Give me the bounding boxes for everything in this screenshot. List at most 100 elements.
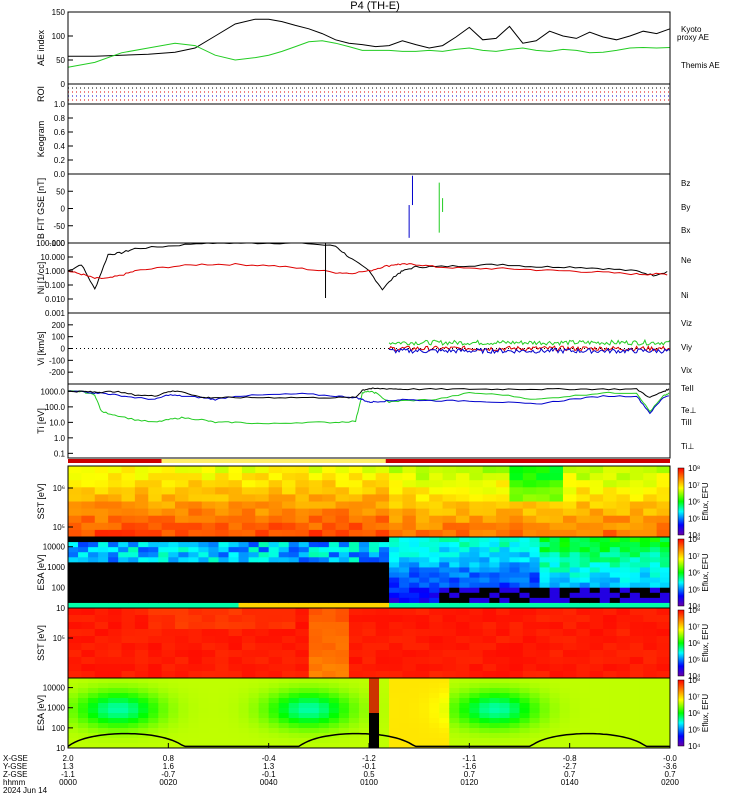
sst_elec-cell <box>268 671 283 679</box>
esa_elec-cell <box>98 698 109 704</box>
esa_elec-cell <box>649 738 661 744</box>
ni-ytick-label: 0.001 <box>45 309 66 318</box>
esa_elec-cell <box>609 708 621 714</box>
esa_ion-cell <box>559 602 571 609</box>
esa_ion-cell <box>409 602 420 609</box>
sst_ion-cell <box>255 494 270 502</box>
esa_ion-cell <box>609 587 621 594</box>
sst_elec-cell <box>322 622 337 630</box>
esa_ion-cell <box>539 587 551 594</box>
esa_ion-cell <box>439 582 450 589</box>
esa_ion-cell <box>589 557 601 563</box>
sst_ion-cell <box>656 515 671 524</box>
esa_ion-cell <box>399 537 410 543</box>
esa_ion-cell <box>198 602 209 609</box>
esa_ion-cell <box>148 562 159 568</box>
x-row-value: -0.1 <box>262 770 276 779</box>
esa_ion-cell <box>509 587 520 594</box>
esa_ion-cell <box>218 562 230 568</box>
esa_elec-cell <box>439 718 450 724</box>
sst_elec-cell <box>496 650 510 658</box>
esa_ion-cell <box>629 537 641 543</box>
esa_ion-cell <box>148 582 159 589</box>
sst_elec-cell <box>348 671 363 679</box>
esa_ion-cell <box>238 592 250 599</box>
esa_elec-cell <box>579 698 591 704</box>
esa_elec-cell <box>609 683 621 689</box>
sst_elec-cell <box>562 615 577 623</box>
sst_elec-cell <box>375 650 390 658</box>
esa_elec-cell <box>589 678 601 684</box>
sst_elec-cell <box>549 615 564 623</box>
esa_elec-cell <box>108 693 119 699</box>
esa_ion-cell <box>268 597 280 604</box>
sst_ion-cell <box>402 508 417 517</box>
vi-ytick-label: 100 <box>52 333 66 342</box>
sst_ion-cell <box>134 466 149 474</box>
esa_elec-cell <box>148 743 159 749</box>
sst_elec-cell <box>442 657 457 665</box>
sst_elec-cell <box>94 671 109 679</box>
sst_elec-cell <box>308 615 323 623</box>
esa_ion-cell <box>429 577 440 584</box>
esa_ion-cell <box>178 567 189 573</box>
esa_elec-cell <box>318 733 330 739</box>
x-row-value: -0.7 <box>161 770 175 779</box>
esa_elec-cell <box>158 703 169 709</box>
esa_elec-cell <box>619 708 631 714</box>
sst_ion-cell <box>241 487 256 495</box>
sst_ion-cell <box>308 466 323 474</box>
x-row-value: -1.1 <box>462 754 476 763</box>
esa_ion-cell <box>659 552 671 558</box>
esa_ion-cell <box>469 547 480 553</box>
esa_ion-cell <box>218 582 230 589</box>
sst_ion-cell <box>215 501 230 510</box>
esa_elec-cell <box>519 718 531 724</box>
esa_ion-cell <box>419 552 430 558</box>
sst_elec-cell <box>121 657 136 665</box>
esa_elec-cell <box>118 738 129 744</box>
esa_ion-cell <box>469 562 480 568</box>
esa_elec-cell <box>419 698 430 704</box>
sst_elec-cell <box>81 622 96 630</box>
ni-ytick-label: 0.010 <box>45 295 66 304</box>
esa_ion-cell <box>609 577 621 584</box>
esa_elec-cell <box>148 713 159 719</box>
sst_elec-cell <box>549 671 564 679</box>
esa_ion-cell <box>469 542 480 548</box>
x-row-value: -0.8 <box>563 754 577 763</box>
esa_elec-cell <box>619 683 631 689</box>
esa_elec-cell <box>68 738 79 744</box>
sst_elec-cell <box>496 671 510 679</box>
esa_ion-cell <box>138 552 149 558</box>
esa_ion-cell <box>238 557 250 563</box>
esa_ion-cell <box>579 587 591 594</box>
esa_ion-cell <box>499 582 510 589</box>
esa_ion-cell <box>258 542 270 548</box>
esa_ion-cell <box>228 602 240 609</box>
esa_ion-cell <box>158 602 169 609</box>
esa_ion-cell <box>629 602 641 609</box>
sst_ion-cell <box>509 529 524 538</box>
esa_ion-cell <box>589 577 601 584</box>
esa_elec-cell <box>579 693 591 699</box>
esa_ion-cell <box>288 587 300 594</box>
esa_elec-cell <box>509 708 520 714</box>
esa_elec-cell <box>258 733 270 739</box>
esa_ion-cell <box>328 547 340 553</box>
sst_ion-cell <box>335 508 350 517</box>
esa_elec-cell <box>218 703 230 709</box>
sst_elec-cell <box>562 608 577 616</box>
esa_elec-cell <box>188 703 199 709</box>
esa_ion-cell <box>258 602 270 609</box>
ti-ytick-label: 0.1 <box>54 449 66 458</box>
x-row-value: 0100 <box>360 778 378 787</box>
esa_ion-cell <box>348 602 360 609</box>
esa_ion-cell <box>599 557 611 563</box>
esa_elec-cell <box>599 733 611 739</box>
esa_elec-cell <box>258 683 270 689</box>
esa_elec-cell <box>539 733 551 739</box>
esa_ion-cell <box>318 597 330 604</box>
sst_ion-cell <box>241 501 256 510</box>
esa_ion-cell <box>499 592 510 599</box>
